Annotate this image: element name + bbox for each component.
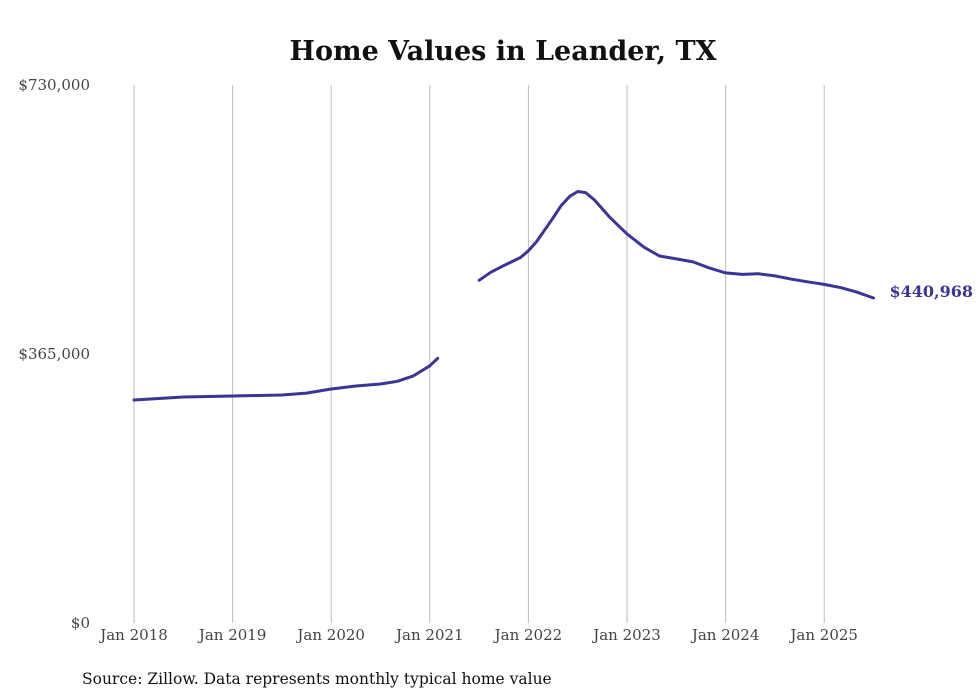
series-line	[132, 356, 440, 402]
series-lines	[132, 190, 875, 402]
y-tick-label: $0	[71, 614, 90, 632]
y-tick-label: $365,000	[18, 345, 90, 363]
x-tick-label: Jan 2023	[591, 626, 661, 644]
x-tick-label: Jan 2019	[197, 626, 267, 644]
y-axis: $0 $365,000 $730,000	[18, 76, 90, 632]
chart-title: Home Values in Leander, TX	[289, 36, 716, 67]
x-tick-label: Jan 2022	[493, 626, 563, 644]
y-tick-label: $730,000	[18, 76, 90, 94]
gridlines	[133, 85, 825, 623]
end-value-label: $440,968	[890, 282, 974, 301]
x-tick-label: Jan 2020	[295, 626, 365, 644]
source-note: Source: Zillow. Data represents monthly …	[82, 670, 552, 688]
x-tick-label: Jan 2021	[394, 626, 464, 644]
x-tick-label: Jan 2025	[788, 626, 858, 644]
series-line	[477, 190, 875, 300]
x-axis: Jan 2018 Jan 2019 Jan 2020 Jan 2021 Jan 2022…	[98, 626, 858, 644]
x-tick-label: Jan 2018	[98, 626, 168, 644]
x-tick-label: Jan 2024	[690, 626, 760, 644]
